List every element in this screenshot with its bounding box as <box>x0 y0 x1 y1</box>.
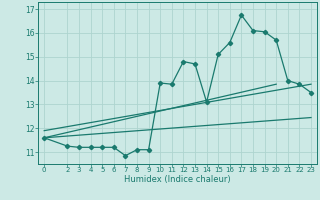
X-axis label: Humidex (Indice chaleur): Humidex (Indice chaleur) <box>124 175 231 184</box>
